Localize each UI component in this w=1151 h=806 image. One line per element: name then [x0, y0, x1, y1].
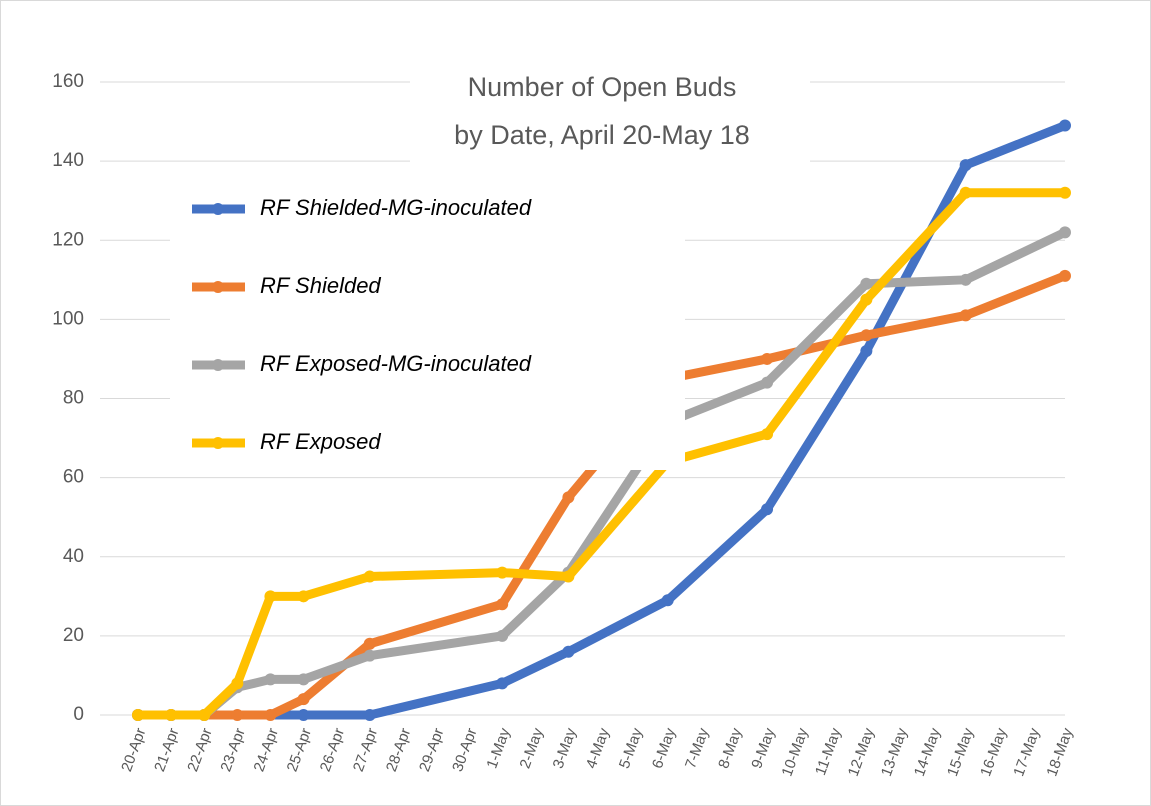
- data-point: [496, 629, 509, 642]
- data-point: [165, 709, 178, 721]
- legend-marker: [212, 281, 224, 293]
- y-tick-label: 20: [63, 625, 84, 646]
- data-point: [661, 594, 674, 607]
- data-point: [264, 709, 277, 721]
- data-point: [363, 570, 376, 583]
- legend-marker: [212, 359, 224, 371]
- data-point: [231, 677, 244, 690]
- data-point: [959, 186, 972, 199]
- data-point: [562, 645, 575, 658]
- data-point: [231, 709, 244, 721]
- data-point: [297, 673, 310, 686]
- y-tick-label: 120: [52, 229, 84, 250]
- data-point: [860, 293, 873, 306]
- data-point: [1059, 119, 1071, 132]
- data-point: [761, 352, 774, 365]
- chart-title: by Date, April 20-May 18: [454, 120, 750, 150]
- data-point: [860, 329, 873, 342]
- legend-box: [170, 180, 685, 470]
- y-tick-label: 0: [73, 704, 84, 725]
- data-point: [959, 273, 972, 286]
- data-point: [132, 709, 144, 721]
- data-point: [761, 428, 774, 441]
- data-point: [860, 345, 873, 358]
- y-tick-label: 40: [63, 546, 84, 567]
- data-point: [363, 709, 376, 721]
- legend-label: RF Shielded-MG-inoculated: [260, 195, 532, 220]
- data-point: [363, 637, 376, 650]
- series-line: [138, 188, 1065, 720]
- data-point: [1059, 226, 1071, 239]
- y-tick-label: 160: [52, 71, 84, 92]
- data-point: [297, 590, 310, 603]
- data-point: [959, 159, 972, 172]
- data-point: [496, 677, 509, 690]
- y-tick-label: 140: [52, 150, 84, 171]
- data-point: [562, 570, 575, 583]
- data-point: [297, 709, 310, 721]
- data-point: [761, 503, 774, 516]
- data-point: [1059, 186, 1071, 199]
- y-tick-label: 60: [63, 467, 84, 488]
- data-point: [198, 709, 211, 721]
- data-point: [761, 376, 774, 389]
- data-point: [860, 277, 873, 290]
- legend-label: RF Exposed-MG-inoculated: [260, 351, 532, 376]
- data-point: [264, 673, 277, 686]
- data-point: [1059, 269, 1071, 282]
- data-point: [363, 649, 376, 662]
- title-box: [410, 62, 810, 162]
- data-point: [496, 566, 509, 579]
- data-point: [264, 590, 277, 603]
- y-tick-label: 80: [63, 388, 84, 409]
- chart-title: Number of Open Buds: [468, 72, 737, 102]
- legend-label: RF Shielded: [260, 273, 381, 298]
- data-point: [297, 693, 310, 706]
- data-point: [496, 598, 509, 611]
- legend-label: RF Exposed: [260, 429, 381, 454]
- data-point: [959, 309, 972, 322]
- data-point: [562, 491, 575, 504]
- y-tick-label: 100: [52, 308, 84, 329]
- legend-marker: [212, 203, 224, 215]
- legend-marker: [212, 437, 224, 449]
